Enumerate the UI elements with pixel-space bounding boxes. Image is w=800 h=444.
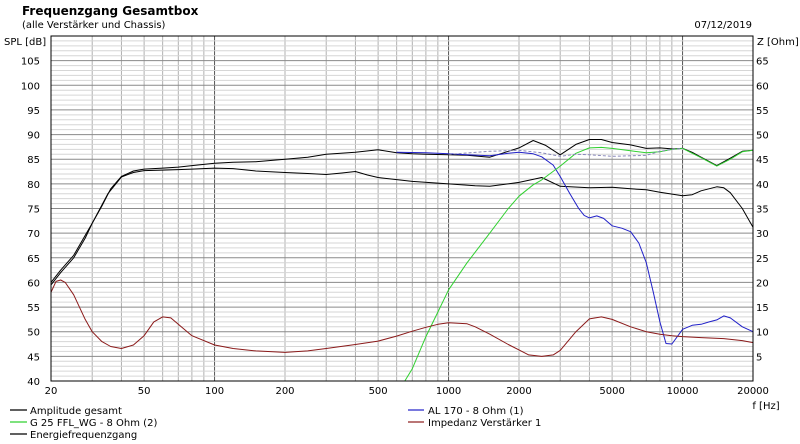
y-left-tick-label: 70 [27,229,40,240]
series-line-series-5 [448,147,683,157]
y-right-tick-label: 25 [756,254,769,265]
x-tick-label: 200 [275,386,294,397]
y-left-tick-label: 80 [27,180,40,191]
legend-label: AL 170 - 8 Ohm (1) [428,406,524,417]
y-right-tick-label: 35 [756,205,769,216]
y-left-tick-label: 50 [27,328,40,339]
y-left-tick-label: 100 [21,81,40,92]
y-left-tick-label: 60 [27,278,40,289]
x-tick-label: 2000 [506,386,531,397]
y-axis-right-label: Z [Ohm] [757,37,799,48]
y-right-tick-label: 10 [756,328,769,339]
y-right-tick-label: 60 [756,81,769,92]
y-left-tick-label: 95 [27,106,40,117]
y-right-tick-label: 20 [756,278,769,289]
y-right-tick-label: 30 [756,229,769,240]
plot-grid [50,36,754,381]
x-tick-label: 1000 [436,386,461,397]
y-left-tick-label: 40 [27,377,40,388]
plot-frame [50,35,754,382]
y-left-tick-label: 55 [27,303,40,314]
y-right-tick-label: 55 [756,106,769,117]
series-line-impedanz-verst-rker-1 [51,279,753,357]
y-left-tick-labels: 40 45 50 55 60 65 70 75 80 85 90 95 100 105 [21,57,40,388]
legend-label: Energiefrequenzgang [30,430,137,441]
y-right-tick-labels: 5 10 15 20 25 30 35 40 45 50 55 60 65 [756,57,769,364]
x-tick-label: 100 [205,386,224,397]
y-left-tick-label: 105 [21,57,40,68]
y-left-tick-label: 90 [27,131,40,142]
chart-title: Frequenzgang Gesamtbox [22,4,199,18]
x-tick-label: 50 [138,386,151,397]
x-tick-label: 10000 [667,386,699,397]
series-line-amplitude-gesamt [51,139,753,286]
x-tick-labels: 20 50 100 200 500 1000 2000 5000 10000 20000 [45,386,769,397]
legend-label: G 25 FFL_WG - 8 Ohm (2) [30,418,157,429]
x-axis-label: f [Hz] [752,401,779,412]
series-line-energiefrequenzgang [51,167,753,283]
y-axis-left-label: SPL [dB] [4,37,46,48]
x-tick-label: 20 [45,386,58,397]
x-tick-label: 20000 [737,386,769,397]
y-left-tick-label: 65 [27,254,40,265]
legend-label: Amplitude gesamt [30,406,122,417]
y-right-tick-label: 5 [756,352,762,363]
y-right-tick-label: 40 [756,180,769,191]
y-right-tick-label: 65 [756,57,769,68]
x-tick-label: 5000 [599,386,624,397]
y-right-tick-label: 45 [756,155,769,166]
series-line-g-25-ffl-wg-8-ohm-2 [404,146,753,381]
y-left-tick-label: 75 [27,205,40,216]
chart-date: 07/12/2019 [694,20,752,31]
y-left-tick-label: 45 [27,352,40,363]
chart-subtitle: (alle Verstärker und Chassis) [22,20,166,31]
series-line-al-170-8-ohm-1 [396,151,753,345]
legend-label: Impedanz Verstärker 1 [428,418,541,429]
y-right-tick-label: 15 [756,303,769,314]
series-lines [51,139,753,381]
x-tick-label: 500 [369,386,388,397]
y-left-tick-label: 85 [27,155,40,166]
y-right-tick-label: 50 [756,131,769,142]
